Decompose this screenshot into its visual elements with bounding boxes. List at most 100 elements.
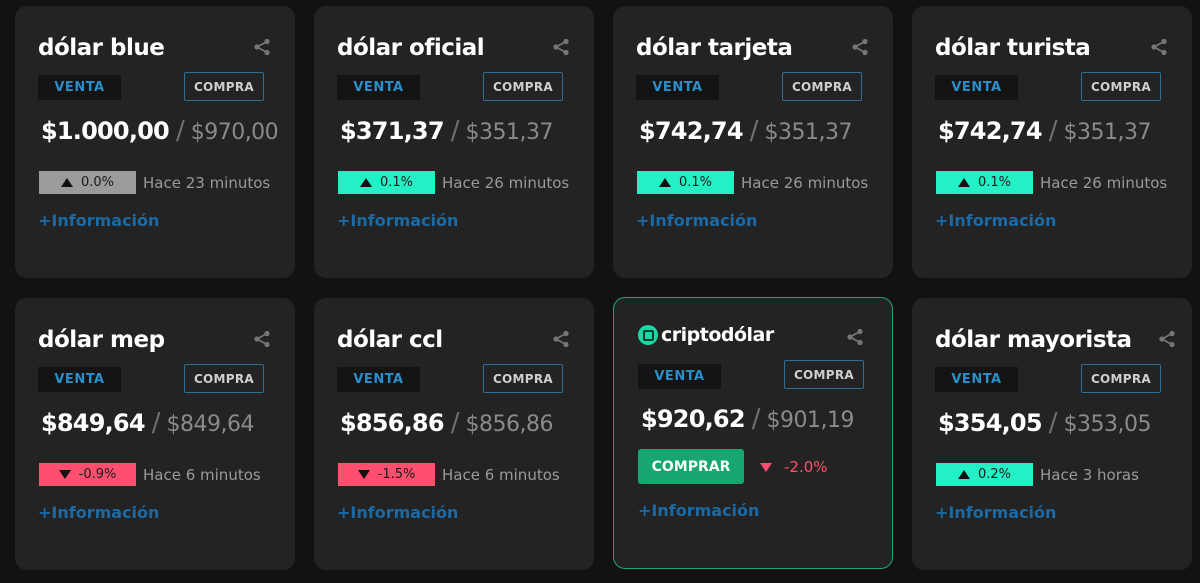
share-icon[interactable] (1158, 330, 1176, 348)
price-row: $742,74 / $351,37 (639, 116, 852, 146)
change-badge: 0.1% (936, 171, 1033, 194)
compra-price: $901,19 (766, 408, 854, 433)
updated-time: Hace 26 minutos (1040, 174, 1168, 192)
share-icon[interactable] (1150, 38, 1168, 56)
card-title: dólar mep (38, 327, 165, 353)
updated-time: Hace 26 minutos (741, 174, 869, 192)
more-info-link[interactable]: +Información (638, 501, 760, 520)
venta-tab[interactable]: VENTA (38, 75, 121, 100)
share-icon[interactable] (851, 38, 869, 56)
venta-tab[interactable]: VENTA (38, 367, 121, 392)
price-separator: / (151, 408, 161, 438)
price-row: $920,62 / $901,19 (641, 404, 854, 434)
venta-tab[interactable]: VENTA (935, 367, 1018, 392)
price-separator: / (751, 404, 761, 434)
updated-time: Hace 23 minutos (143, 174, 271, 192)
change-value: -2.0% (784, 458, 828, 476)
change-value: 0.0% (80, 175, 115, 190)
card-dolar-mep: dólar mep VENTA COMPRA $849,64 / $849,64… (15, 298, 295, 570)
change-badge: -0.9% (39, 463, 136, 486)
compra-tab[interactable]: COMPRA (1081, 364, 1161, 393)
venta-tab[interactable]: VENTA (935, 75, 1018, 100)
card-criptodolar: criptodólar VENTA COMPRA $920,62 / $901,… (613, 297, 893, 569)
venta-price: $742,74 (639, 117, 744, 145)
venta-price: $371,37 (340, 117, 445, 145)
venta-tab[interactable]: VENTA (337, 367, 420, 392)
card-dolar-tarjeta: dólar tarjeta VENTA COMPRA $742,74 / $35… (613, 6, 893, 278)
venta-price: $849,64 (41, 409, 146, 437)
share-icon[interactable] (846, 328, 864, 346)
more-info-link[interactable]: +Información (38, 503, 160, 522)
venta-tab[interactable]: VENTA (636, 75, 719, 100)
price-separator: / (1048, 408, 1058, 438)
card-title: dólar oficial (337, 35, 485, 61)
more-info-link[interactable]: +Información (38, 211, 160, 230)
triangle-down-icon (357, 470, 370, 479)
change-value: -0.9% (78, 467, 117, 482)
compra-price: $351,37 (764, 120, 852, 145)
triangle-up-icon (957, 178, 970, 187)
card-dolar-oficial: dólar oficial VENTA COMPRA $371,37 / $35… (314, 6, 594, 278)
criptodolar-logo-icon (638, 325, 658, 345)
compra-tab[interactable]: COMPRA (1081, 72, 1161, 101)
price-row: $1.000,00 / $970,00 (41, 116, 279, 146)
change-badge: 0.1% (338, 171, 435, 194)
venta-tab[interactable]: VENTA (638, 364, 721, 389)
triangle-down-icon (58, 470, 71, 479)
more-info-link[interactable]: +Información (337, 211, 459, 230)
price-row: $742,74 / $351,37 (938, 116, 1151, 146)
change-value: 0.2% (977, 467, 1012, 482)
price-row: $354,05 / $353,05 (938, 408, 1151, 438)
more-info-link[interactable]: +Información (935, 503, 1057, 522)
compra-tab[interactable]: COMPRA (184, 364, 264, 393)
card-title: dólar mayorista (935, 327, 1132, 353)
more-info-link[interactable]: +Información (935, 211, 1057, 230)
price-separator: / (450, 116, 460, 146)
price-separator: / (1048, 116, 1058, 146)
compra-tab[interactable]: COMPRA (483, 72, 563, 101)
share-icon[interactable] (253, 38, 271, 56)
compra-price: $856,86 (465, 412, 553, 437)
change-value: 0.1% (678, 175, 713, 190)
card-dolar-blue: dólar blue VENTA COMPRA $1.000,00 / $970… (15, 6, 295, 278)
share-icon[interactable] (552, 330, 570, 348)
change-badge: 0.0% (39, 171, 136, 194)
venta-price: $742,74 (938, 117, 1043, 145)
share-icon[interactable] (552, 38, 570, 56)
price-row: $856,86 / $856,86 (340, 408, 553, 438)
price-separator: / (450, 408, 460, 438)
updated-time: Hace 3 horas (1040, 466, 1139, 484)
venta-price: $920,62 (641, 405, 746, 433)
card-title: dólar ccl (337, 327, 443, 353)
triangle-down-icon (760, 462, 772, 472)
triangle-up-icon (957, 470, 970, 479)
venta-price: $354,05 (938, 409, 1043, 437)
compra-tab[interactable]: COMPRA (784, 360, 864, 389)
triangle-up-icon (60, 178, 73, 187)
share-icon[interactable] (253, 330, 271, 348)
compra-price: $351,37 (1063, 120, 1151, 145)
venta-price: $1.000,00 (41, 117, 170, 145)
change-indicator: -2.0% (760, 458, 828, 476)
more-info-link[interactable]: +Información (636, 211, 758, 230)
change-value: 0.1% (977, 175, 1012, 190)
updated-time: Hace 6 minutos (143, 466, 261, 484)
updated-time: Hace 6 minutos (442, 466, 560, 484)
comprar-button[interactable]: COMPRAR (638, 449, 744, 484)
more-info-link[interactable]: +Información (337, 503, 459, 522)
card-dolar-ccl: dólar ccl VENTA COMPRA $856,86 / $856,86… (314, 298, 594, 570)
venta-tab[interactable]: VENTA (337, 75, 420, 100)
card-dolar-mayorista: dólar mayorista VENTA COMPRA $354,05 / $… (912, 298, 1192, 570)
compra-tab[interactable]: COMPRA (483, 364, 563, 393)
card-title: dólar tarjeta (636, 35, 793, 61)
price-separator: / (749, 116, 759, 146)
price-separator: / (175, 116, 185, 146)
compra-tab[interactable]: COMPRA (782, 72, 862, 101)
compra-price: $351,37 (465, 120, 553, 145)
change-badge: -1.5% (338, 463, 435, 486)
compra-price: $970,00 (190, 120, 279, 145)
compra-tab[interactable]: COMPRA (184, 72, 264, 101)
change-value: -1.5% (377, 467, 416, 482)
card-dolar-turista: dólar turista VENTA COMPRA $742,74 / $35… (912, 6, 1192, 278)
card-title: criptodólar (661, 324, 774, 346)
